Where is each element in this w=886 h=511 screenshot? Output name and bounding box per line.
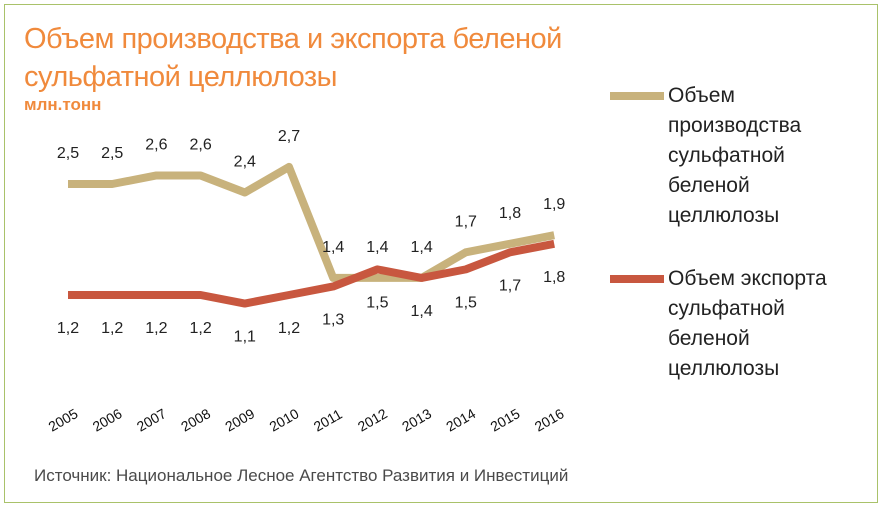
x-tick-label: 2012 bbox=[355, 405, 390, 435]
production-data-label: 1,4 bbox=[410, 239, 432, 256]
x-tick-label: 2006 bbox=[90, 405, 125, 435]
production-data-label: 1,7 bbox=[455, 213, 477, 230]
legend-label-production: целлюлозы bbox=[668, 204, 779, 227]
export-data-label: 1,2 bbox=[101, 320, 123, 337]
legend-label-export: беленой bbox=[668, 327, 750, 350]
export-data-label: 1,2 bbox=[189, 320, 211, 337]
chart-title: Объем производства и экспорта беленой су… bbox=[24, 23, 562, 93]
x-tick-label: 2014 bbox=[443, 405, 478, 435]
x-tick-label: 2007 bbox=[134, 405, 169, 435]
production-data-label: 2,6 bbox=[189, 136, 211, 153]
export-data-label: 1,2 bbox=[57, 320, 79, 337]
x-tick-label: 2008 bbox=[178, 405, 213, 435]
production-data-label: 2,5 bbox=[57, 145, 79, 162]
production-data-label: 1,8 bbox=[499, 205, 521, 222]
export-series-line bbox=[68, 239, 555, 308]
legend-label-export: Объем экспорта bbox=[668, 267, 827, 290]
production-data-label: 1,9 bbox=[543, 196, 565, 213]
legend-label-production: Объем bbox=[668, 84, 735, 107]
x-tick-label: 2015 bbox=[488, 405, 523, 435]
legend-label-production: беленой bbox=[668, 174, 750, 197]
export-data-label: 1,5 bbox=[455, 294, 477, 311]
x-tick-label: 2011 bbox=[311, 406, 345, 435]
production-series-line bbox=[68, 162, 555, 282]
export-data-label: 1,4 bbox=[410, 303, 432, 320]
export-data-label: 1,5 bbox=[366, 294, 388, 311]
production-data-label: 2,7 bbox=[278, 128, 300, 145]
export-data-label: 1,7 bbox=[499, 277, 521, 294]
x-tick-label: 2016 bbox=[532, 405, 567, 435]
production-data-label: 2,4 bbox=[234, 154, 256, 171]
legend-label-production: производства bbox=[668, 114, 802, 137]
legend-label-production: сульфатной bbox=[668, 144, 785, 167]
legend-label-export: целлюлозы bbox=[668, 357, 779, 380]
production-data-label: 2,5 bbox=[101, 145, 123, 162]
production-data-label: 2,6 bbox=[145, 136, 167, 153]
x-tick-label: 2009 bbox=[222, 405, 257, 435]
export-data-label: 1,2 bbox=[145, 320, 167, 337]
chart-frame bbox=[4, 4, 878, 503]
export-data-label: 1,2 bbox=[278, 320, 300, 337]
production-data-label: 1,4 bbox=[366, 239, 388, 256]
x-tick-label: 2005 bbox=[46, 405, 81, 435]
chart-subtitle: млн.тонн bbox=[24, 95, 102, 114]
legend-label-export: сульфатной bbox=[668, 297, 785, 320]
export-data-label: 1,3 bbox=[322, 311, 344, 328]
x-tick-label: 2010 bbox=[267, 405, 302, 435]
source-note: Источник: Национальное Лесное Агентство … bbox=[34, 466, 569, 485]
export-data-label: 1,1 bbox=[234, 329, 256, 346]
x-tick-label: 2013 bbox=[399, 405, 434, 435]
production-data-label: 1,4 bbox=[322, 239, 344, 256]
export-data-label: 1,8 bbox=[543, 269, 565, 286]
